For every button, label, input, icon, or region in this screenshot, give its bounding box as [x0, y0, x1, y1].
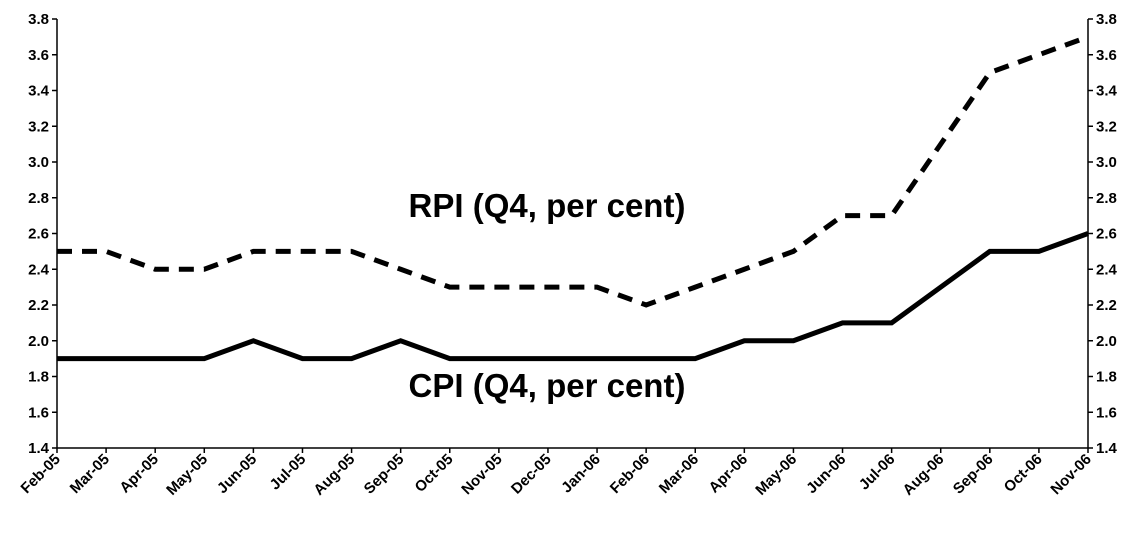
y-tick-label-left: 1.8 [28, 369, 49, 386]
x-tick-label: Feb-06 [607, 451, 653, 497]
y-tick-label-right: 2.8 [1096, 190, 1117, 207]
y-tick-label-right: 3.6 [1096, 47, 1117, 64]
x-tick-label: May-05 [163, 451, 211, 499]
y-tick-label-right: 2.6 [1096, 226, 1117, 243]
y-tick-label-right: 2.4 [1096, 261, 1118, 278]
x-tick-label: Sep-06 [950, 451, 997, 498]
x-tick-label: Mar-06 [656, 451, 702, 497]
y-tick-label-right: 3.4 [1096, 83, 1118, 100]
x-tick-label: Mar-05 [67, 451, 113, 497]
y-tick-label-right: 3.0 [1096, 154, 1117, 171]
y-tick-label-right: 1.8 [1096, 369, 1117, 386]
y-tick-label-left: 3.8 [28, 11, 49, 28]
y-tick-label-right: 2.2 [1096, 297, 1117, 314]
y-tick-label-left: 2.8 [28, 190, 49, 207]
y-tick-label-left: 2.0 [28, 333, 49, 350]
y-tick-label-left: 2.2 [28, 297, 49, 314]
y-tick-label-left: 3.4 [28, 83, 50, 100]
x-tick-label: Jul-05 [267, 451, 310, 494]
y-tick-label-left: 1.4 [28, 440, 50, 457]
y-tick-label-right: 1.4 [1096, 440, 1118, 457]
x-tick-label: Apr-06 [706, 451, 752, 497]
x-tick-label: Jan-06 [558, 451, 604, 497]
y-tick-label-left: 2.4 [28, 261, 50, 278]
y-tick-label-right: 1.6 [1096, 404, 1117, 421]
x-tick-label: Jul-06 [856, 451, 899, 494]
series-layer [57, 34, 1089, 362]
y-tick-label-left: 3.0 [28, 154, 49, 171]
x-tick-label: Nov-05 [458, 451, 505, 498]
x-tick-label: Aug-06 [900, 451, 948, 499]
x-tick-label: Jun-05 [214, 451, 260, 497]
x-tick-label: Sep-05 [361, 451, 408, 498]
rpi-series-label: RPI (Q4, per cent) [409, 187, 686, 224]
rpi-series-line [57, 34, 1089, 308]
x-tick-label: Jun-06 [803, 451, 849, 497]
cpi-series-label: CPI (Q4, per cent) [409, 367, 686, 404]
y-tick-label-left: 3.2 [28, 118, 49, 135]
x-tick-label: Apr-05 [116, 451, 162, 497]
x-tick-label: Feb-05 [18, 451, 64, 497]
x-tick-label: Aug-05 [310, 451, 358, 499]
x-tick-label: Nov-06 [1047, 451, 1094, 498]
x-tick-label: Oct-06 [1001, 451, 1046, 496]
y-tick-label-left: 1.6 [28, 404, 49, 421]
axes: 1.4 1.4 1.6 1.6 1.8 1.8 2.0 2.0 2.2 2.2 2.4 2.4 2.6 2… [18, 11, 1118, 499]
y-tick-label-right: 2.0 [1096, 333, 1117, 350]
x-tick-label: May-06 [752, 451, 800, 499]
x-tick-label: Oct-05 [412, 451, 457, 496]
x-tick-label: Dec-05 [508, 451, 555, 498]
y-tick-label-left: 3.6 [28, 47, 49, 64]
y-tick-label-right: 3.2 [1096, 118, 1117, 135]
cpi-series-line [57, 231, 1089, 362]
y-tick-label-right: 3.8 [1096, 11, 1117, 28]
series-labels: RPI (Q4, per cent) CPI (Q4, per cent) [409, 187, 686, 404]
y-tick-label-left: 2.6 [28, 226, 49, 243]
